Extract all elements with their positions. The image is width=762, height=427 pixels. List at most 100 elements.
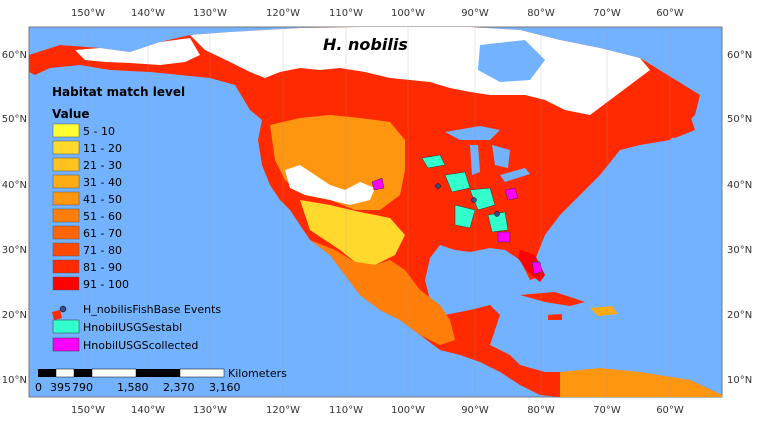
- legend-heading: Habitat match level: [52, 85, 185, 99]
- cuba: [520, 292, 585, 306]
- legend-class-swatch: [52, 225, 80, 240]
- latitude-labels-right: 60°N 50°N 40°N 30°N 20°N 10°N: [727, 50, 752, 386]
- legend-class-swatch: [52, 123, 80, 138]
- longitude-label: 100°W: [391, 8, 425, 19]
- fishbase-event-label: H_nobilisFishBase Events: [83, 303, 221, 316]
- latitude-label: 30°N: [727, 245, 752, 256]
- latitude-label: 50°N: [727, 114, 752, 125]
- latitude-label: 10°N: [2, 375, 27, 386]
- latitude-label: 20°N: [2, 310, 27, 321]
- florida: [518, 250, 545, 282]
- latitude-label: 50°N: [2, 114, 27, 125]
- collected-area: [531, 261, 543, 275]
- legend-class-swatch: [52, 242, 80, 257]
- lake-superior: [445, 126, 500, 140]
- latitude-label: 20°N: [727, 310, 752, 321]
- latitude-label: 60°N: [727, 50, 752, 61]
- hawaii: [52, 310, 62, 320]
- fishbase-event-point: [471, 197, 477, 203]
- usgs-collected-areas: [371, 177, 543, 275]
- legend: Habitat match level Value 5 - 10 11 - 20 2…: [52, 85, 221, 352]
- longitude-label: 70°W: [593, 8, 621, 19]
- fishbase-event-point: [435, 183, 441, 189]
- collected-area: [497, 231, 511, 243]
- latitude-label: 40°N: [2, 180, 27, 191]
- scale-bar-unit: Kilometers: [228, 367, 287, 380]
- alaska-unsuitable-land: [75, 38, 200, 65]
- longitude-label: 80°W: [527, 8, 555, 19]
- fishbase-event-point: [494, 211, 500, 217]
- longitude-label: 100°W: [391, 405, 425, 416]
- longitude-label: 130°W: [193, 405, 227, 416]
- longitude-label: 140°W: [131, 8, 165, 19]
- south-america: [560, 368, 722, 397]
- longitude-label: 150°W: [71, 405, 105, 416]
- atlantic-canada: [640, 105, 695, 138]
- lake-huron: [492, 145, 510, 168]
- legend-class-swatch: [52, 157, 80, 172]
- land-layer: [29, 27, 722, 397]
- legend-class-swatch: [52, 140, 80, 155]
- jamaica: [548, 314, 562, 320]
- latitude-label: 60°N: [2, 50, 27, 61]
- scale-bar-segment: [74, 369, 92, 377]
- graticule: [87, 27, 671, 397]
- legend-class-swatch: [52, 208, 80, 223]
- legend-class-label: 21 - 30: [83, 159, 122, 172]
- legend-classes: 5 - 10 11 - 20 21 - 30 31 - 40 41 - 50 51 - 6…: [52, 123, 129, 291]
- collected-area: [504, 187, 519, 201]
- scale-bar-segment: [55, 368, 75, 378]
- scale-bar-label: 3,160: [209, 381, 241, 394]
- legend-class-swatch: [52, 191, 80, 206]
- legend-class-label: 11 - 20: [83, 142, 122, 155]
- legend-class-label: 5 - 10: [83, 125, 115, 138]
- fishbase-event-points: [435, 183, 500, 217]
- legend-class-swatch: [52, 276, 80, 291]
- hispaniola: [590, 306, 618, 316]
- latitude-label: 10°N: [727, 375, 752, 386]
- map-title: H. nobilis: [323, 35, 408, 54]
- longitude-label: 90°W: [461, 405, 489, 416]
- longitude-label: 110°W: [329, 405, 363, 416]
- north-america-land: [29, 27, 722, 397]
- usgs-established-areas: [421, 154, 509, 233]
- legend-class-label: 91 - 100: [83, 278, 129, 291]
- longitude-label: 70°W: [593, 405, 621, 416]
- longitude-label: 60°W: [656, 405, 684, 416]
- established-area: [454, 204, 476, 229]
- collected-swatch: [52, 337, 80, 352]
- scale-bar-segment: [179, 368, 225, 378]
- southwest-yellow-zone: [300, 200, 405, 265]
- mexico-zone: [310, 240, 455, 345]
- scale-bar-segment: [136, 369, 180, 377]
- legend-subheading: Value: [52, 107, 90, 121]
- latitude-label: 40°N: [727, 180, 752, 191]
- fishbase-event-swatch: [59, 305, 67, 313]
- established-area: [444, 171, 471, 193]
- scale-bar-label: 395: [50, 381, 71, 394]
- hudson-bay: [478, 40, 545, 82]
- scale-bar-label: 2,370: [163, 381, 195, 394]
- scale-bar-label: 790: [72, 381, 93, 394]
- longitude-label: 110°W: [329, 8, 363, 19]
- established-label: HnobilUSGSestabl: [83, 321, 182, 334]
- legend-class-swatch: [52, 174, 80, 189]
- longitude-label: 120°W: [266, 8, 300, 19]
- longitude-label: 130°W: [193, 8, 227, 19]
- legend-class-label: 41 - 50: [83, 193, 122, 206]
- established-area: [421, 154, 446, 169]
- established-area: [469, 187, 496, 211]
- legend-class-label: 61 - 70: [83, 227, 122, 240]
- longitude-label: 140°W: [131, 405, 165, 416]
- longitude-label: 120°W: [266, 405, 300, 416]
- established-swatch: [52, 319, 80, 334]
- longitude-labels-top: 150°W 140°W 130°W 120°W 110°W 100°W 90°W…: [71, 8, 684, 19]
- legend-class-label: 31 - 40: [83, 176, 122, 189]
- legend-class-label: 51 - 60: [83, 210, 122, 223]
- longitude-label: 90°W: [461, 8, 489, 19]
- longitude-labels-bottom: 150°W 140°W 130°W 120°W 110°W 100°W 90°W…: [71, 405, 684, 416]
- collected-area: [371, 177, 385, 191]
- scale-bar-label: 1,580: [117, 381, 149, 394]
- northern-unsuitable-land: [190, 27, 650, 115]
